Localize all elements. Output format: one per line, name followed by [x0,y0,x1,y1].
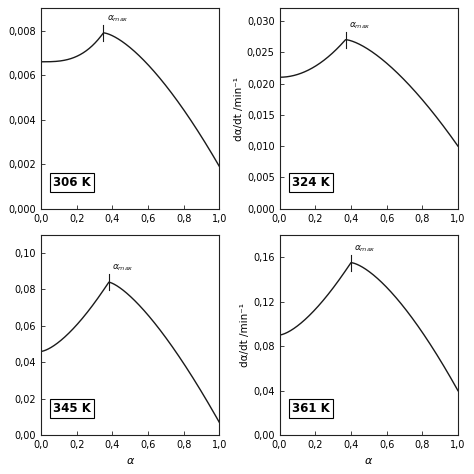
Text: 361 K: 361 K [292,402,330,415]
X-axis label: α: α [127,456,134,465]
Y-axis label: dα/dt /min⁻¹: dα/dt /min⁻¹ [240,303,250,367]
Text: $\alpha_{max}$: $\alpha_{max}$ [355,243,376,254]
Text: 306 K: 306 K [54,176,91,189]
Text: $\alpha_{max}$: $\alpha_{max}$ [107,13,129,24]
Y-axis label: dα/dt /min⁻¹: dα/dt /min⁻¹ [234,77,244,141]
Text: $\alpha_{max}$: $\alpha_{max}$ [349,20,371,31]
Text: 345 K: 345 K [54,402,91,415]
Text: 324 K: 324 K [292,176,330,189]
Text: $\alpha_{max}$: $\alpha_{max}$ [112,263,134,273]
X-axis label: α: α [365,456,373,465]
